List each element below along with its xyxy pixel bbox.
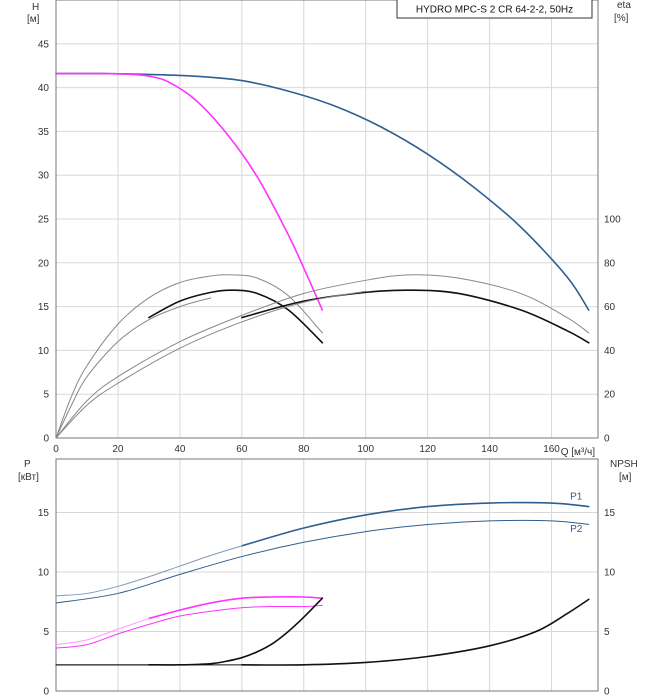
left-tick-label: 25 [38,215,50,226]
left-tick-label: 15 [38,508,50,519]
left-tick-label: 5 [43,627,49,638]
right-tick-label: 15 [604,508,616,519]
top-grid [55,0,598,439]
right-tick-label: 0 [604,434,610,445]
series-line [241,501,590,547]
bottom-plot-frame [55,458,599,692]
x-axis-label: Q [м³/ч] [561,447,596,458]
x-tick-label: 60 [236,444,248,455]
power-npsh-panel: 0 5 10 15 0 5 10 15 P1 P2 P [кВт] NPSH [м] [18,458,638,698]
x-tick-label: 140 [481,444,498,455]
left-tick-label: 10 [38,346,50,357]
x-tick-label: 160 [543,444,560,455]
right-tick-label: 5 [604,627,610,638]
left-tick-label: 40 [38,83,50,94]
series-line [55,617,150,646]
bottom-series-group [55,501,590,666]
series-line [55,72,324,311]
series-label: P2 [570,524,583,535]
top-right-tick-labels: 0 20 40 60 80 100 [604,215,621,445]
left-tick-label: 0 [43,434,49,445]
x-tick-label: 120 [419,444,436,455]
right-tick-label: 80 [604,258,616,269]
series-line [148,596,324,620]
series-line [241,598,590,666]
series-line [241,289,590,344]
left-tick-label: 5 [43,390,49,401]
left-tick-label: 35 [38,127,50,138]
left-tick-label: 0 [43,687,49,698]
right-tick-label: 40 [604,346,616,357]
bottom-right-axis-label-line1: NPSH [610,459,638,470]
top-series-group [55,72,590,439]
right-tick-label: 0 [604,687,610,698]
series-line [55,274,590,439]
left-tick-label: 30 [38,171,50,182]
chart-title: HYDRO MPC-S 2 CR 64-2-2, 50Hz [416,5,573,16]
right-tick-label: 60 [604,302,616,313]
series-line [55,545,243,597]
bottom-left-axis-label-line2: [кВт] [18,472,39,483]
right-tick-label: 20 [604,390,616,401]
series-label: P1 [570,492,583,503]
bottom-left-axis-label-line1: P [24,459,31,470]
series-line [55,519,590,604]
bottom-grid [55,459,598,692]
bottom-right-axis-label-line2: [м] [619,472,632,483]
bottom-series-labels: P1 P2 [570,492,583,535]
series-line [55,297,212,439]
x-tick-label: 80 [298,444,310,455]
x-tick-label: 20 [112,444,124,455]
left-tick-label: 15 [38,302,50,313]
top-right-axis-label-line1: eta [617,0,631,11]
series-line [55,274,323,439]
left-tick-label: 10 [38,568,50,579]
top-left-axis-label-line2: [м] [27,14,40,25]
title-box [396,0,593,19]
top-x-tick-labels: 0 20 40 60 80 100 120 140 160 [53,444,560,455]
series-line [55,72,590,311]
series-line [55,604,323,649]
left-tick-label: 45 [38,39,50,50]
bottom-right-tick-labels: 0 5 10 15 [604,508,616,697]
top-plot-frame [55,0,599,439]
top-left-tick-labels: 0 5 10 15 20 25 30 35 40 45 [38,39,50,444]
top-right-axis-label-line2: [%] [614,13,629,24]
right-tick-label: 100 [604,215,621,226]
series-line [55,290,367,439]
x-tick-label: 40 [174,444,186,455]
x-tick-label: 100 [357,444,374,455]
left-tick-label: 20 [38,258,50,269]
series-line [148,289,324,344]
bottom-left-tick-labels: 0 5 10 15 [38,508,50,697]
right-tick-label: 10 [604,568,616,579]
head-efficiency-panel: 0 5 10 15 20 25 30 35 40 45 0 20 40 60 80 100 0 20 40 60 8… [27,0,631,458]
top-left-axis-label-line1: H [32,2,39,13]
x-tick-label: 0 [53,444,59,455]
